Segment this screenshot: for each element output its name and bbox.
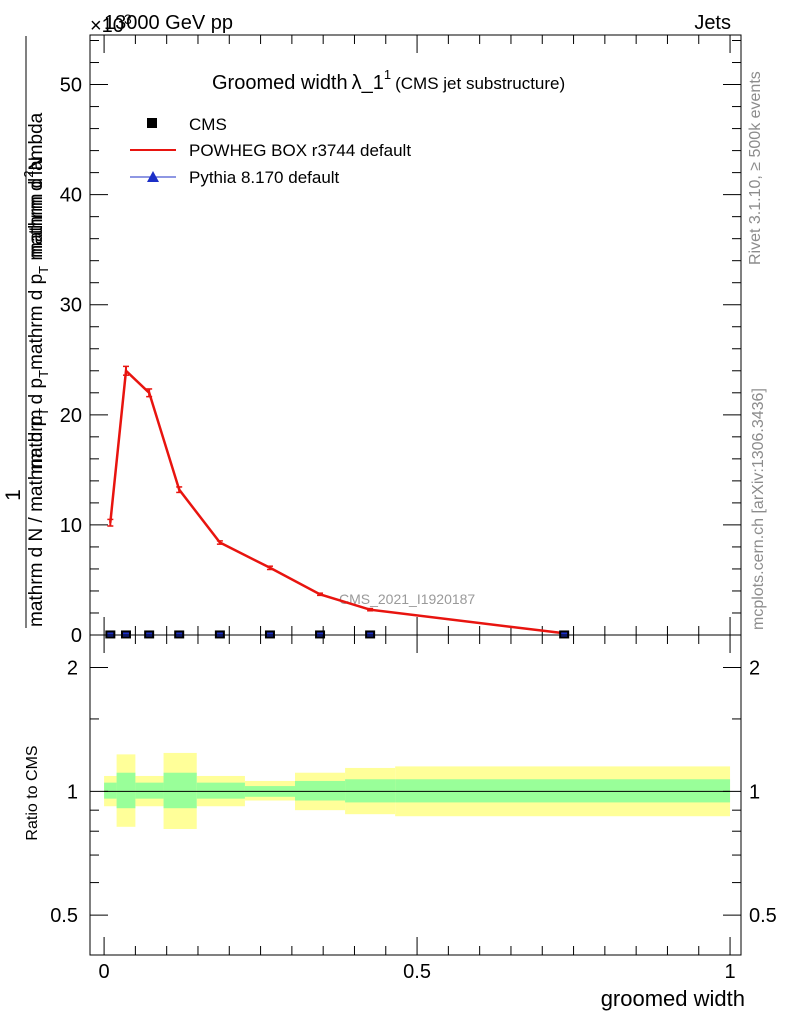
ratio-panel-frame [89,634,742,956]
ratio-band-inner [104,782,117,799]
exponent-label: ×103 [90,11,132,37]
ratio-band-inner [196,782,245,799]
ratio-y-tick-label: 1 [67,781,78,803]
watermark: CMS_2021_I1920187 [339,591,475,607]
y-title-upper-denominator: mathrm d pTmathrm d pT mathrm d lambda [26,112,51,474]
legend-pythia-label: Pythia 8.170 default [189,168,340,187]
ratio-x-tick-label: 0 [99,961,110,983]
legend-pythia-marker [147,171,159,182]
y-title-upper: mathrm d2N [21,157,47,258]
main-y-tick-label: 40 [60,185,82,207]
pythia-overlap-point [561,632,568,637]
cms-series [105,630,570,639]
main-y-tick-label: 10 [60,515,82,537]
pythia-overlap-point [146,632,153,637]
main-panel-frame [89,34,742,636]
pythia-overlap-point [216,632,223,637]
ratio-y-tick-label: 0.5 [50,905,78,927]
main-y-tick-label: 20 [60,405,82,427]
ratio-band-inner [395,779,731,803]
y-title-denominator: mathrm d N / mathrm d pT [26,408,51,627]
ratio-x-axis: 0 0.5 1 [99,635,736,983]
x-axis-title: groomed width [601,986,745,1011]
ratio-y-tick-label: 2 [67,658,78,680]
ratio-y-axis: 0.5 0.5 1 1 2 2 [50,658,777,928]
main-y-tick-label: 50 [60,75,82,97]
energy-label: 13000 GeV pp [104,12,233,34]
legend-cms-label: CMS [189,115,227,134]
pythia-overlap-point [176,632,183,637]
pythia-overlap-point [122,632,129,637]
ratio-x-tick-label: 1 [724,961,735,983]
ratio-band-inner [135,782,164,799]
legend-powheg-label: POWHEG BOX r3744 default [189,141,411,160]
main-y-tick-label: 30 [60,295,82,317]
main-x-axis [103,35,731,635]
ratio-y-tick-label-right: 1 [749,781,760,803]
legend-cms-marker [147,118,157,128]
ratio-band-inner [116,772,136,809]
pythia-overlap-point [266,632,273,637]
chart-title: Groomed width λ_11 (CMS jet substructure) [212,67,565,94]
ratio-band-inner [295,780,346,801]
process-label: Jets [694,12,731,34]
y-title-numerator: 1 [2,489,25,501]
main-y-axis: 0 10 20 30 40 50 [60,40,741,647]
main-y-tick-label: 0 [71,625,82,647]
ratio-x-tick-label: 0.5 [403,961,431,983]
ratio-y-tick-label-right: 2 [749,658,760,680]
pythia-overlap-point [107,632,114,637]
main-y-axis-title: 1 mathrm d N / mathrm d pT mathrm d2N ma… [2,36,51,628]
ratio-y-title: Ratio to CMS [24,745,41,840]
pythia-overlap-point [367,632,374,637]
mcplots-label: mcplots.cern.ch [arXiv:1306.3436] [750,388,767,630]
ratio-band-inner [345,779,396,803]
ratio-y-tick-label-right: 0.5 [749,905,777,927]
ratio-band-inner [163,772,197,809]
powheg-line [109,368,565,635]
powheg-series [107,365,568,635]
legend: CMS POWHEG BOX r3744 default Pythia 8.17… [130,115,411,187]
pythia-overlap-point [317,632,324,637]
rivet-label: Rivet 3.1.10, ≥ 500k events [747,71,764,265]
